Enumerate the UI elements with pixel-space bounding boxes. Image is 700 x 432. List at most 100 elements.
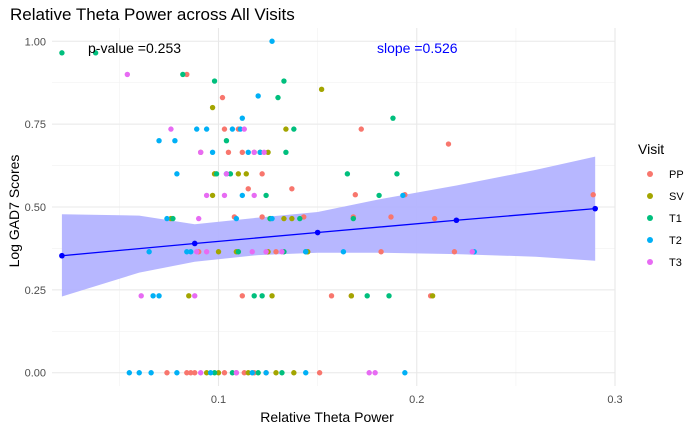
- point-t3: [203, 192, 210, 199]
- point-sv: [348, 293, 355, 299]
- point-t1: [263, 192, 269, 199]
- point-sv: [273, 370, 279, 376]
- point-t3: [261, 149, 267, 156]
- trend-point: [191, 240, 198, 247]
- point-sv: [215, 249, 222, 255]
- point-t1: [297, 215, 303, 222]
- point-t2: [207, 370, 214, 376]
- point-t1: [251, 293, 257, 299]
- point-t2: [402, 370, 408, 376]
- point-t3: [197, 149, 204, 156]
- point-sv: [243, 171, 249, 177]
- point-t1: [170, 215, 176, 222]
- point-pp: [289, 186, 295, 192]
- legend-label-t2: T2: [669, 235, 682, 247]
- point-pp: [590, 192, 596, 198]
- point-t1: [364, 293, 370, 299]
- point-t2: [136, 370, 142, 376]
- points-layer: [59, 38, 596, 376]
- point-t2: [269, 215, 275, 222]
- point-t3: [195, 215, 202, 222]
- x-tick-label: 0.3: [607, 394, 622, 406]
- point-t2: [148, 370, 154, 376]
- chart-title: Relative Theta Power across All Visits: [10, 5, 295, 24]
- confidence-band: [61, 156, 596, 297]
- point-pp: [245, 186, 251, 192]
- point-pp: [188, 370, 194, 376]
- point-pp: [219, 94, 226, 101]
- point-pp: [259, 171, 265, 177]
- point-t2: [257, 149, 263, 156]
- point-t2: [150, 293, 156, 299]
- point-t1: [344, 171, 351, 177]
- point-pp: [164, 370, 170, 376]
- point-t3: [251, 149, 257, 156]
- legend-key-t1: [647, 215, 653, 221]
- legend-label-t1: T1: [669, 213, 682, 225]
- point-pp: [358, 126, 364, 132]
- point-t2: [156, 293, 162, 299]
- point-t1: [386, 293, 392, 299]
- y-axis-title: Log GAD7 Scores: [6, 155, 22, 268]
- legend-key-t2: [647, 237, 653, 243]
- slope-annotation: slope =0.526: [377, 40, 458, 56]
- point-t1: [92, 50, 99, 56]
- point-t3: [197, 370, 204, 376]
- point-pp: [192, 370, 198, 376]
- y-tick-label: 0.75: [25, 119, 46, 131]
- point-t2: [340, 249, 347, 255]
- point-pp: [273, 249, 279, 255]
- point-t2: [209, 149, 216, 156]
- point-pp: [259, 214, 265, 220]
- point-t2: [203, 126, 210, 132]
- point-t1: [213, 171, 220, 177]
- trend-layer: [59, 205, 598, 259]
- point-t3: [233, 370, 240, 376]
- point-t2: [303, 370, 309, 376]
- y-tick-label: 1.00: [25, 36, 46, 48]
- x-axis-title: Relative Theta Power: [260, 409, 394, 425]
- point-t1: [229, 370, 236, 376]
- point-t3: [372, 370, 378, 376]
- point-t1: [281, 78, 287, 84]
- point-pp: [239, 293, 246, 299]
- point-pp: [328, 293, 335, 299]
- point-sv: [209, 104, 216, 111]
- legend-title: Visit: [638, 141, 664, 157]
- point-pp: [184, 370, 190, 376]
- point-t2: [263, 370, 269, 376]
- legend-label-t3: T3: [669, 257, 682, 269]
- point-t1: [255, 370, 261, 376]
- point-t2: [245, 149, 251, 156]
- point-t2: [239, 192, 246, 199]
- point-t3: [168, 126, 174, 132]
- point-t1: [259, 293, 265, 299]
- point-t3: [124, 71, 131, 78]
- point-pp: [225, 149, 232, 156]
- legend-label-sv: SV: [669, 191, 684, 203]
- point-pp: [451, 249, 458, 255]
- point-t3: [249, 249, 255, 255]
- point-t1: [283, 149, 289, 156]
- legend-label-pp: PP: [669, 169, 684, 181]
- point-pp: [445, 141, 452, 147]
- point-sv: [291, 370, 297, 376]
- y-tick-label: 0.00: [25, 368, 46, 380]
- point-pp: [388, 214, 394, 220]
- point-t2: [194, 126, 200, 132]
- point-t1: [390, 115, 396, 121]
- legend-key-pp: [647, 171, 653, 177]
- point-pp: [241, 370, 247, 376]
- point-t2: [174, 171, 180, 177]
- point-t2: [233, 215, 240, 222]
- point-t3: [221, 192, 228, 199]
- point-t1: [211, 78, 218, 84]
- point-sv: [269, 293, 275, 299]
- point-t3: [366, 370, 372, 376]
- point-sv: [215, 370, 222, 376]
- point-sv: [186, 293, 192, 299]
- y-tick-label: 0.50: [25, 202, 46, 214]
- point-t3: [223, 171, 230, 177]
- point-t2: [188, 249, 194, 255]
